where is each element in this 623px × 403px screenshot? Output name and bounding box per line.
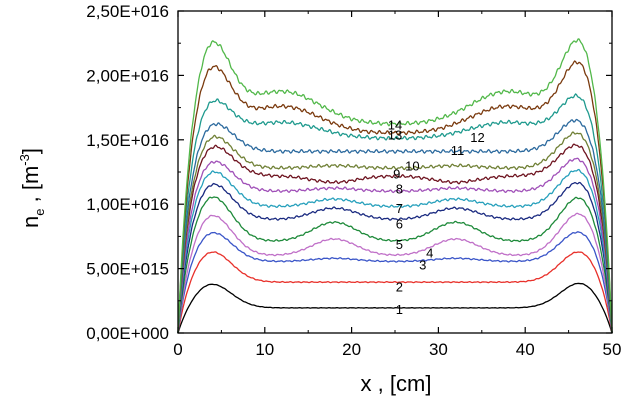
axes: 0 10 20 30 40 50 0,00E+000 5,00E+015 1,00E+016 1,…	[86, 2, 621, 359]
curve-label-3: 3	[419, 258, 426, 273]
y-tick-label: 5,00E+015	[86, 260, 169, 279]
curve-label-2: 2	[396, 280, 403, 295]
curve-label-6: 6	[396, 217, 403, 232]
y-axis-title-main: n	[18, 216, 43, 228]
series-line-11	[177, 118, 613, 334]
x-tick-label: 50	[603, 340, 622, 359]
series-line-3	[177, 231, 613, 334]
y-tick-label: 1,50E+016	[86, 131, 169, 150]
series-line-12	[177, 93, 613, 334]
series-line-6	[177, 181, 613, 334]
series-line-9	[177, 143, 613, 334]
series-line-13	[177, 60, 613, 334]
x-axis-title: x , [cm]	[361, 371, 432, 396]
y-axis-title-unit: , [m	[18, 166, 43, 209]
series-line-1	[177, 282, 613, 334]
y-tick-label: 0,00E+000	[86, 324, 169, 343]
curve-label-4: 4	[426, 246, 433, 261]
curve-label-7: 7	[396, 201, 403, 216]
y-tick-label: 2,50E+016	[86, 2, 169, 21]
series-line-4	[177, 212, 613, 334]
series-line-10	[177, 131, 613, 334]
y-tick-label: 2,00E+016	[86, 66, 169, 85]
y-axis-title-close: ]	[18, 148, 43, 154]
curve-label-1: 1	[396, 302, 403, 317]
svg-text:ne , [m-3]: ne , [m-3]	[17, 148, 47, 228]
curve-label-9: 9	[393, 166, 400, 181]
series-line-7	[177, 168, 613, 334]
y-axis-title-sub: e	[32, 208, 47, 215]
curve-label-12: 12	[470, 130, 484, 145]
y-axis-title: ne , [m-3]	[17, 148, 47, 228]
x-tick-label: 10	[255, 340, 274, 359]
series-line-8	[177, 157, 613, 334]
y-axis-title-sup: -3	[17, 154, 32, 166]
series-line-5	[177, 196, 613, 334]
curve-label-11: 11	[451, 143, 465, 158]
curve-label-10: 10	[405, 159, 419, 174]
curve-label-8: 8	[396, 182, 403, 197]
x-tick-label: 40	[516, 340, 535, 359]
curve-label-13: 13	[388, 128, 402, 143]
y-tick-label: 1,00E+016	[86, 195, 169, 214]
curve-label-14: 14	[388, 117, 402, 132]
series-line-2	[177, 251, 613, 334]
x-tick-label: 30	[429, 340, 448, 359]
x-tick-label: 20	[342, 340, 361, 359]
series-line-14	[177, 38, 613, 334]
x-tick-label: 0	[173, 340, 182, 359]
curve-label-5: 5	[396, 237, 403, 252]
series-lines	[177, 38, 613, 334]
